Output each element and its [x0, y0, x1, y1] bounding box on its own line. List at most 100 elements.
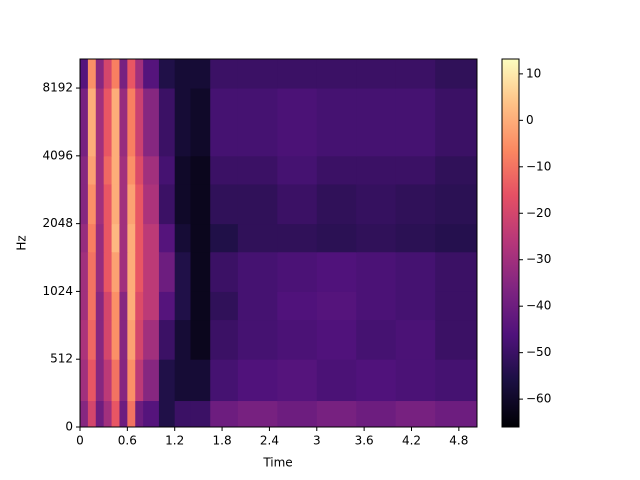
heatmap-cell — [158, 359, 176, 402]
heatmap-cell — [395, 251, 436, 292]
colorbar-tick-label: −50 — [526, 345, 551, 359]
heatmap-cell — [435, 400, 478, 428]
heatmap-cell — [119, 319, 128, 360]
heatmap-cell — [103, 319, 113, 360]
heatmap-cell — [210, 223, 239, 253]
heatmap-cell — [190, 400, 211, 428]
heatmap-cell — [237, 223, 278, 253]
heatmap-cell — [210, 251, 239, 292]
heatmap-cell — [237, 183, 278, 225]
heatmap-cell — [316, 59, 357, 89]
heatmap-cell — [174, 400, 191, 428]
heatmap-cell — [135, 223, 144, 253]
heatmap-cell — [119, 155, 128, 185]
heatmap-cell — [316, 319, 357, 360]
y-tick-label: 8192 — [42, 81, 73, 95]
heatmap-cell — [87, 319, 97, 360]
heatmap-cell — [95, 400, 105, 428]
heatmap-cell — [119, 223, 128, 253]
heatmap-cell — [174, 223, 191, 253]
heatmap-cell — [119, 183, 128, 225]
heatmap-cell — [210, 319, 239, 360]
heatmap-cell — [435, 183, 478, 225]
y-tick-label: 4096 — [42, 148, 73, 162]
heatmap-cell — [80, 359, 89, 402]
heatmap-cell — [356, 223, 397, 253]
heatmap-cell — [435, 155, 478, 185]
heatmap-cell — [316, 291, 357, 321]
heatmap-cell — [190, 88, 211, 157]
heatmap-cell — [80, 291, 89, 321]
heatmap-cell — [210, 59, 239, 89]
heatmap-cell — [316, 223, 357, 253]
heatmap-cell — [119, 88, 128, 157]
colorbar-tick-label: 10 — [526, 66, 541, 80]
heatmap-cell — [277, 359, 318, 402]
heatmap-cell — [127, 183, 136, 225]
heatmap-cell — [174, 155, 191, 185]
heatmap-cell — [95, 319, 105, 360]
heatmap-cell — [316, 183, 357, 225]
heatmap-cell — [190, 291, 211, 321]
heatmap-cell — [111, 251, 120, 292]
x-tick-label: 4.2 — [402, 434, 421, 448]
heatmap-cell — [103, 291, 113, 321]
heatmap-cell — [356, 319, 397, 360]
heatmap-cell — [111, 155, 120, 185]
x-axis-label: Time — [262, 456, 292, 470]
heatmap-cell — [435, 319, 478, 360]
heatmap-cell — [80, 251, 89, 292]
heatmap-cell — [277, 251, 318, 292]
heatmap-cell — [237, 88, 278, 157]
heatmap-cell — [158, 400, 176, 428]
heatmap-cell — [158, 88, 176, 157]
heatmap-cell — [237, 251, 278, 292]
heatmap-cell — [143, 88, 160, 157]
heatmap-cell — [135, 251, 144, 292]
heatmap-cell — [316, 155, 357, 185]
x-tick-label: 2.4 — [260, 434, 279, 448]
heatmap-cell — [80, 59, 89, 89]
heatmap-cell — [174, 319, 191, 360]
heatmap-cell — [356, 59, 397, 89]
heatmap-cell — [277, 291, 318, 321]
heatmap-cell — [80, 88, 89, 157]
heatmap-cell — [190, 319, 211, 360]
heatmap-cell — [395, 88, 436, 157]
heatmap-cell — [80, 183, 89, 225]
heatmap-cell — [103, 183, 113, 225]
heatmap-cell — [210, 155, 239, 185]
heatmap-cell — [158, 251, 176, 292]
heatmap-cell — [143, 319, 160, 360]
heatmap-cell — [143, 400, 160, 428]
heatmap-cell — [127, 400, 136, 428]
colorbar-tick-label: −10 — [526, 159, 551, 173]
heatmap-cell — [127, 155, 136, 185]
heatmap-cell — [143, 183, 160, 225]
plot-frame — [79, 58, 478, 428]
heatmap-cell — [80, 319, 89, 360]
heatmap-cell — [135, 319, 144, 360]
heatmap-cell — [103, 400, 113, 428]
heatmap-cell — [190, 183, 211, 225]
heatmap-cell — [174, 183, 191, 225]
colorbar-tick-label: −20 — [526, 206, 551, 220]
heatmap-cell — [80, 223, 89, 253]
heatmap-cell — [356, 359, 397, 402]
heatmap-cell — [127, 291, 136, 321]
heatmap-cell — [277, 223, 318, 253]
heatmap-cell — [87, 59, 97, 89]
heatmap-cell — [158, 59, 176, 89]
heatmap-cell — [111, 88, 120, 157]
heatmap-cell — [237, 291, 278, 321]
heatmap-cell — [135, 291, 144, 321]
heatmap-cell — [143, 59, 160, 89]
heatmap — [80, 59, 478, 428]
heatmap-cell — [237, 359, 278, 402]
heatmap-cell — [95, 59, 105, 89]
heatmap-cell — [174, 291, 191, 321]
heatmap-cell — [127, 88, 136, 157]
heatmap-cell — [395, 359, 436, 402]
heatmap-cell — [135, 400, 144, 428]
heatmap-cell — [356, 155, 397, 185]
